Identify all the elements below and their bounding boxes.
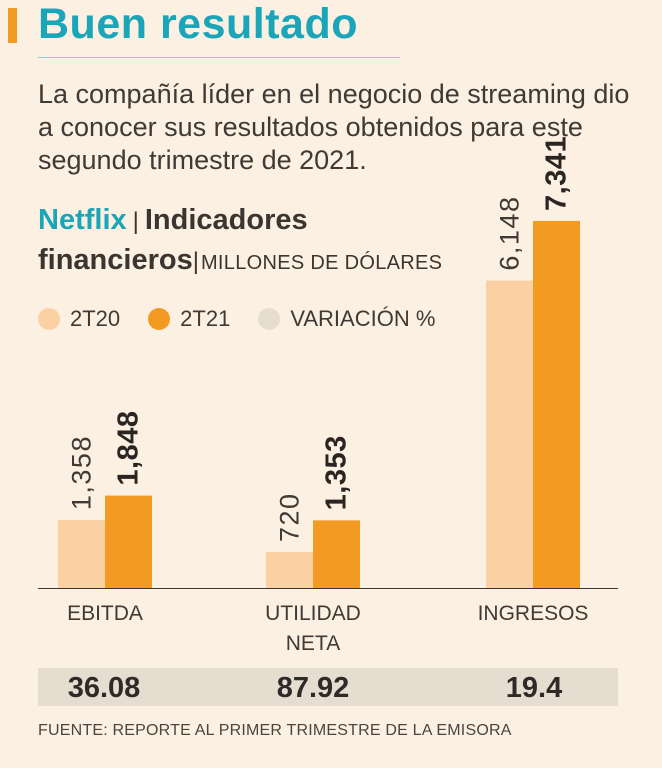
source-note: FUENTE: REPORTE AL PRIMER TRIMESTRE DE L… bbox=[38, 722, 512, 739]
variation-band bbox=[38, 668, 618, 706]
variation-value-ingresos: 19.4 bbox=[505, 672, 563, 704]
headline: Buen resultado bbox=[38, 0, 358, 48]
legend-label-2t21: 2T21 bbox=[180, 306, 231, 331]
variation-value-utilidad-neta: 87.92 bbox=[276, 672, 350, 704]
bar-chart: 1,358 1,848 EBITDA 720 1,353 UTILIDAD NETA 6,14… bbox=[38, 136, 618, 655]
value-label-utilidad-neta-2t20: 720 bbox=[275, 492, 305, 542]
variation-value-ebitda: 36.08 bbox=[67, 672, 141, 704]
chart-title-main-line2: financieros bbox=[38, 244, 193, 276]
headline-accent-bar bbox=[8, 8, 17, 43]
bar-ebitda-2t21 bbox=[105, 495, 152, 588]
legend-label-2t20: 2T20 bbox=[70, 306, 121, 331]
bar-ingresos-2t21 bbox=[533, 220, 580, 588]
chart-title-separator: | bbox=[132, 208, 139, 235]
chart-title: Netflix | Indicadores financieros| MILLONES… bbox=[38, 201, 442, 282]
value-label-ebitda-2t21: 1,848 bbox=[113, 411, 145, 486]
legend-swatch-2t20 bbox=[38, 308, 60, 330]
legend-item-2t21: 2T21 bbox=[148, 306, 230, 332]
category-label-ingresos-1: INGRESOS bbox=[478, 602, 589, 625]
chart-title-brand: Netflix bbox=[38, 204, 127, 236]
legend-swatch-2t21 bbox=[148, 308, 171, 330]
value-label-utilidad-neta-2t21: 1,353 bbox=[321, 435, 353, 510]
intro-text: La compañía líder en el negocio de strea… bbox=[38, 79, 630, 175]
chart-title-main-line1: Indicadores bbox=[144, 204, 308, 236]
value-label-ingresos-2t20: 6,148 bbox=[495, 196, 525, 271]
bar-utilidad-neta-2t20 bbox=[266, 552, 313, 588]
chart-unit: MILLONES DE DÓLARES bbox=[200, 252, 443, 274]
category-label-utilidad-neta-2: NETA bbox=[286, 632, 340, 655]
legend-swatch-variation bbox=[258, 308, 281, 330]
headline-rule bbox=[38, 57, 400, 58]
value-label-ingresos-2t21: 7,341 bbox=[541, 136, 573, 211]
legend-item-variation: VARIACIÓN % bbox=[258, 306, 435, 332]
chart-legend: 2T20 2T21 VARIACIÓN % bbox=[38, 306, 463, 332]
bar-utilidad-neta-2t21 bbox=[313, 520, 360, 588]
value-label-ebitda-2t20: 1,358 bbox=[67, 435, 97, 510]
category-label-ebitda-1: EBITDA bbox=[67, 602, 143, 625]
legend-item-2t20: 2T20 bbox=[38, 306, 120, 332]
legend-label-variation: VARIACIÓN % bbox=[290, 306, 436, 331]
category-label-utilidad-neta-1: UTILIDAD bbox=[265, 602, 361, 625]
chart-unit-separator: | bbox=[192, 248, 199, 275]
bar-ingresos-2t20 bbox=[486, 280, 533, 588]
bar-ebitda-2t20 bbox=[58, 520, 105, 588]
